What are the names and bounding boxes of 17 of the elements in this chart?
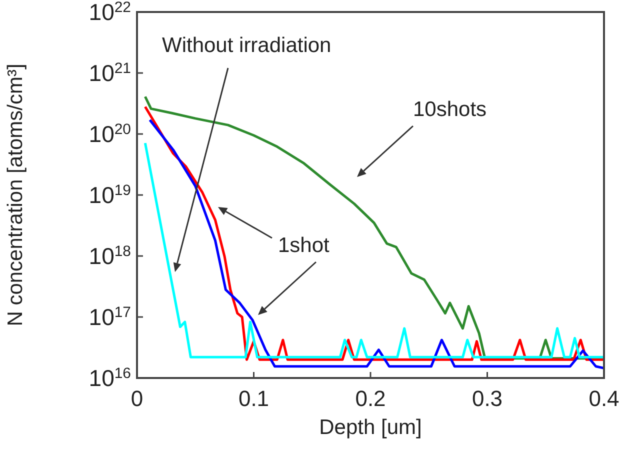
x-tick-label: 0.4 — [588, 386, 620, 411]
y-tick-label: 10$^{18}$ — [88, 242, 131, 269]
annotation: 1shot — [278, 234, 330, 257]
y-tick-label: 10$^{20}$ — [88, 120, 131, 147]
x-tick-label: 0.3 — [472, 386, 503, 411]
annotation: 10shots — [413, 98, 487, 121]
y-tick-label: 10$^{16}$ — [88, 364, 131, 391]
x-tick-label: 0 — [130, 386, 144, 411]
x-tick-label: 0.1 — [238, 386, 270, 411]
y-tick-label: 10$^{19}$ — [88, 182, 131, 208]
y-tick-label: 10$^{17}$ — [88, 304, 131, 330]
x-tick-label: 0.2 — [355, 386, 386, 411]
y-tick-label: 10$^{21}$ — [88, 60, 131, 86]
x-axis-title: Depth [um] — [319, 416, 422, 439]
y-axis-title: N concentration [atoms/cm³] — [4, 64, 27, 326]
y-tick-label: 10$^{22}$ — [88, 0, 131, 25]
annotation: Without irradiation — [162, 34, 332, 57]
